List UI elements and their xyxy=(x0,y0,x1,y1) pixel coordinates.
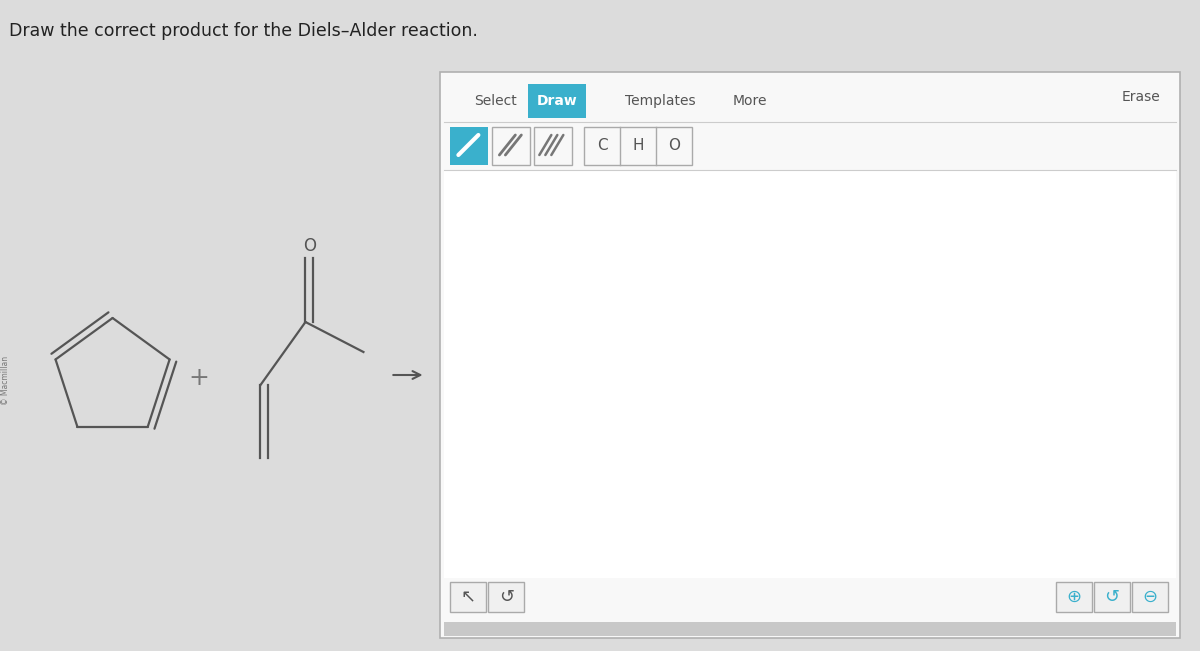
Text: ⊖: ⊖ xyxy=(1142,588,1158,606)
Text: O: O xyxy=(302,237,316,255)
Bar xyxy=(1132,582,1168,612)
Text: ↺: ↺ xyxy=(1104,588,1120,606)
Text: H: H xyxy=(632,139,644,154)
Text: More: More xyxy=(733,94,768,108)
Text: O: O xyxy=(668,139,680,154)
Bar xyxy=(444,622,1176,636)
Text: Select: Select xyxy=(474,94,517,108)
Text: Templates: Templates xyxy=(625,94,696,108)
Text: +: + xyxy=(188,366,209,390)
Bar xyxy=(444,170,1176,578)
Text: ↺: ↺ xyxy=(499,588,514,606)
Bar xyxy=(1056,582,1092,612)
Text: Draw the correct product for the Diels–Alder reaction.: Draw the correct product for the Diels–A… xyxy=(8,22,478,40)
Bar xyxy=(440,72,1180,638)
Text: ↖: ↖ xyxy=(461,588,476,606)
Bar xyxy=(534,127,572,165)
Text: ⊕: ⊕ xyxy=(1067,588,1081,606)
Text: Erase: Erase xyxy=(1121,90,1160,104)
Bar xyxy=(492,127,530,165)
Bar xyxy=(450,127,488,165)
Bar xyxy=(444,80,1176,122)
Bar xyxy=(488,582,524,612)
Text: Draw: Draw xyxy=(536,94,577,108)
Bar xyxy=(528,84,587,118)
Bar xyxy=(1094,582,1130,612)
Bar xyxy=(444,122,1176,170)
Bar xyxy=(584,127,692,165)
Text: C: C xyxy=(596,139,607,154)
Text: © Macmillan: © Macmillan xyxy=(1,355,10,404)
Bar xyxy=(450,582,486,612)
